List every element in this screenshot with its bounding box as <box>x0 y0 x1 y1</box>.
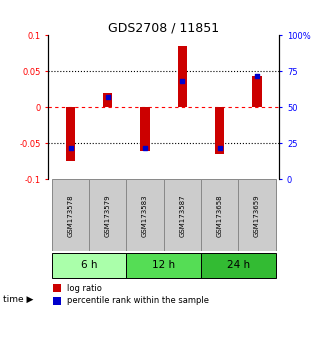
FancyBboxPatch shape <box>238 179 275 251</box>
FancyBboxPatch shape <box>126 253 201 278</box>
Bar <box>66 107 75 161</box>
Text: GSM173578: GSM173578 <box>67 194 74 237</box>
Text: GSM173658: GSM173658 <box>217 194 223 237</box>
Text: log ratio: log ratio <box>67 284 101 293</box>
Text: percentile rank within the sample: percentile rank within the sample <box>67 296 209 306</box>
FancyBboxPatch shape <box>201 179 238 251</box>
Text: 12 h: 12 h <box>152 260 175 270</box>
Bar <box>140 107 150 150</box>
Text: GSM173579: GSM173579 <box>105 194 111 237</box>
FancyBboxPatch shape <box>52 179 89 251</box>
FancyBboxPatch shape <box>53 284 61 292</box>
Bar <box>215 107 224 154</box>
Title: GDS2708 / 11851: GDS2708 / 11851 <box>108 21 219 34</box>
Text: time ▶: time ▶ <box>3 295 34 304</box>
Text: 24 h: 24 h <box>227 260 250 270</box>
FancyBboxPatch shape <box>53 297 61 305</box>
Text: GSM173659: GSM173659 <box>254 194 260 237</box>
Text: 6 h: 6 h <box>81 260 97 270</box>
Point <box>68 145 73 150</box>
FancyBboxPatch shape <box>126 179 164 251</box>
Text: GSM173583: GSM173583 <box>142 194 148 237</box>
Point <box>217 145 222 150</box>
Bar <box>103 93 112 107</box>
FancyBboxPatch shape <box>164 179 201 251</box>
Bar <box>252 76 262 107</box>
Point <box>180 79 185 84</box>
FancyBboxPatch shape <box>89 179 126 251</box>
Point <box>254 73 259 79</box>
Text: GSM173587: GSM173587 <box>179 194 185 237</box>
Bar <box>178 46 187 107</box>
Point <box>143 145 148 150</box>
FancyBboxPatch shape <box>201 253 275 278</box>
Point <box>105 95 110 100</box>
FancyBboxPatch shape <box>52 253 126 278</box>
